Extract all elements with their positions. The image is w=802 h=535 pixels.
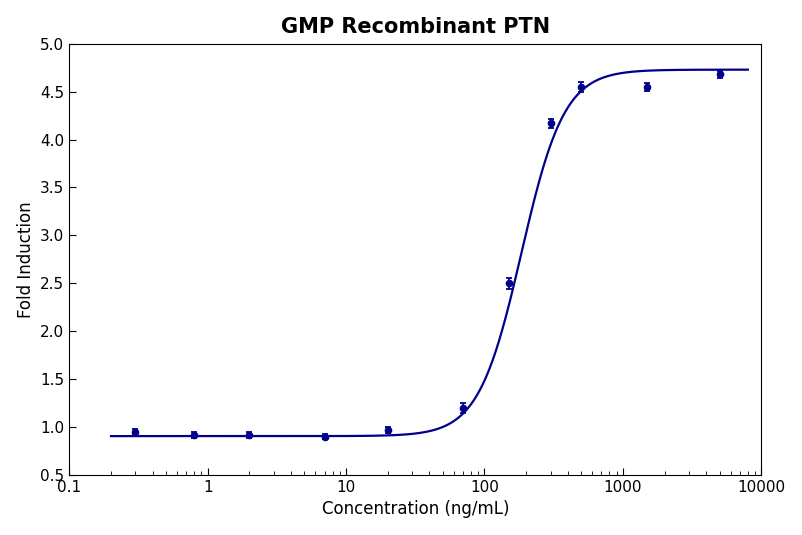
X-axis label: Concentration (ng/mL): Concentration (ng/mL) xyxy=(322,500,509,518)
Title: GMP Recombinant PTN: GMP Recombinant PTN xyxy=(281,17,550,37)
Y-axis label: Fold Induction: Fold Induction xyxy=(17,201,34,318)
